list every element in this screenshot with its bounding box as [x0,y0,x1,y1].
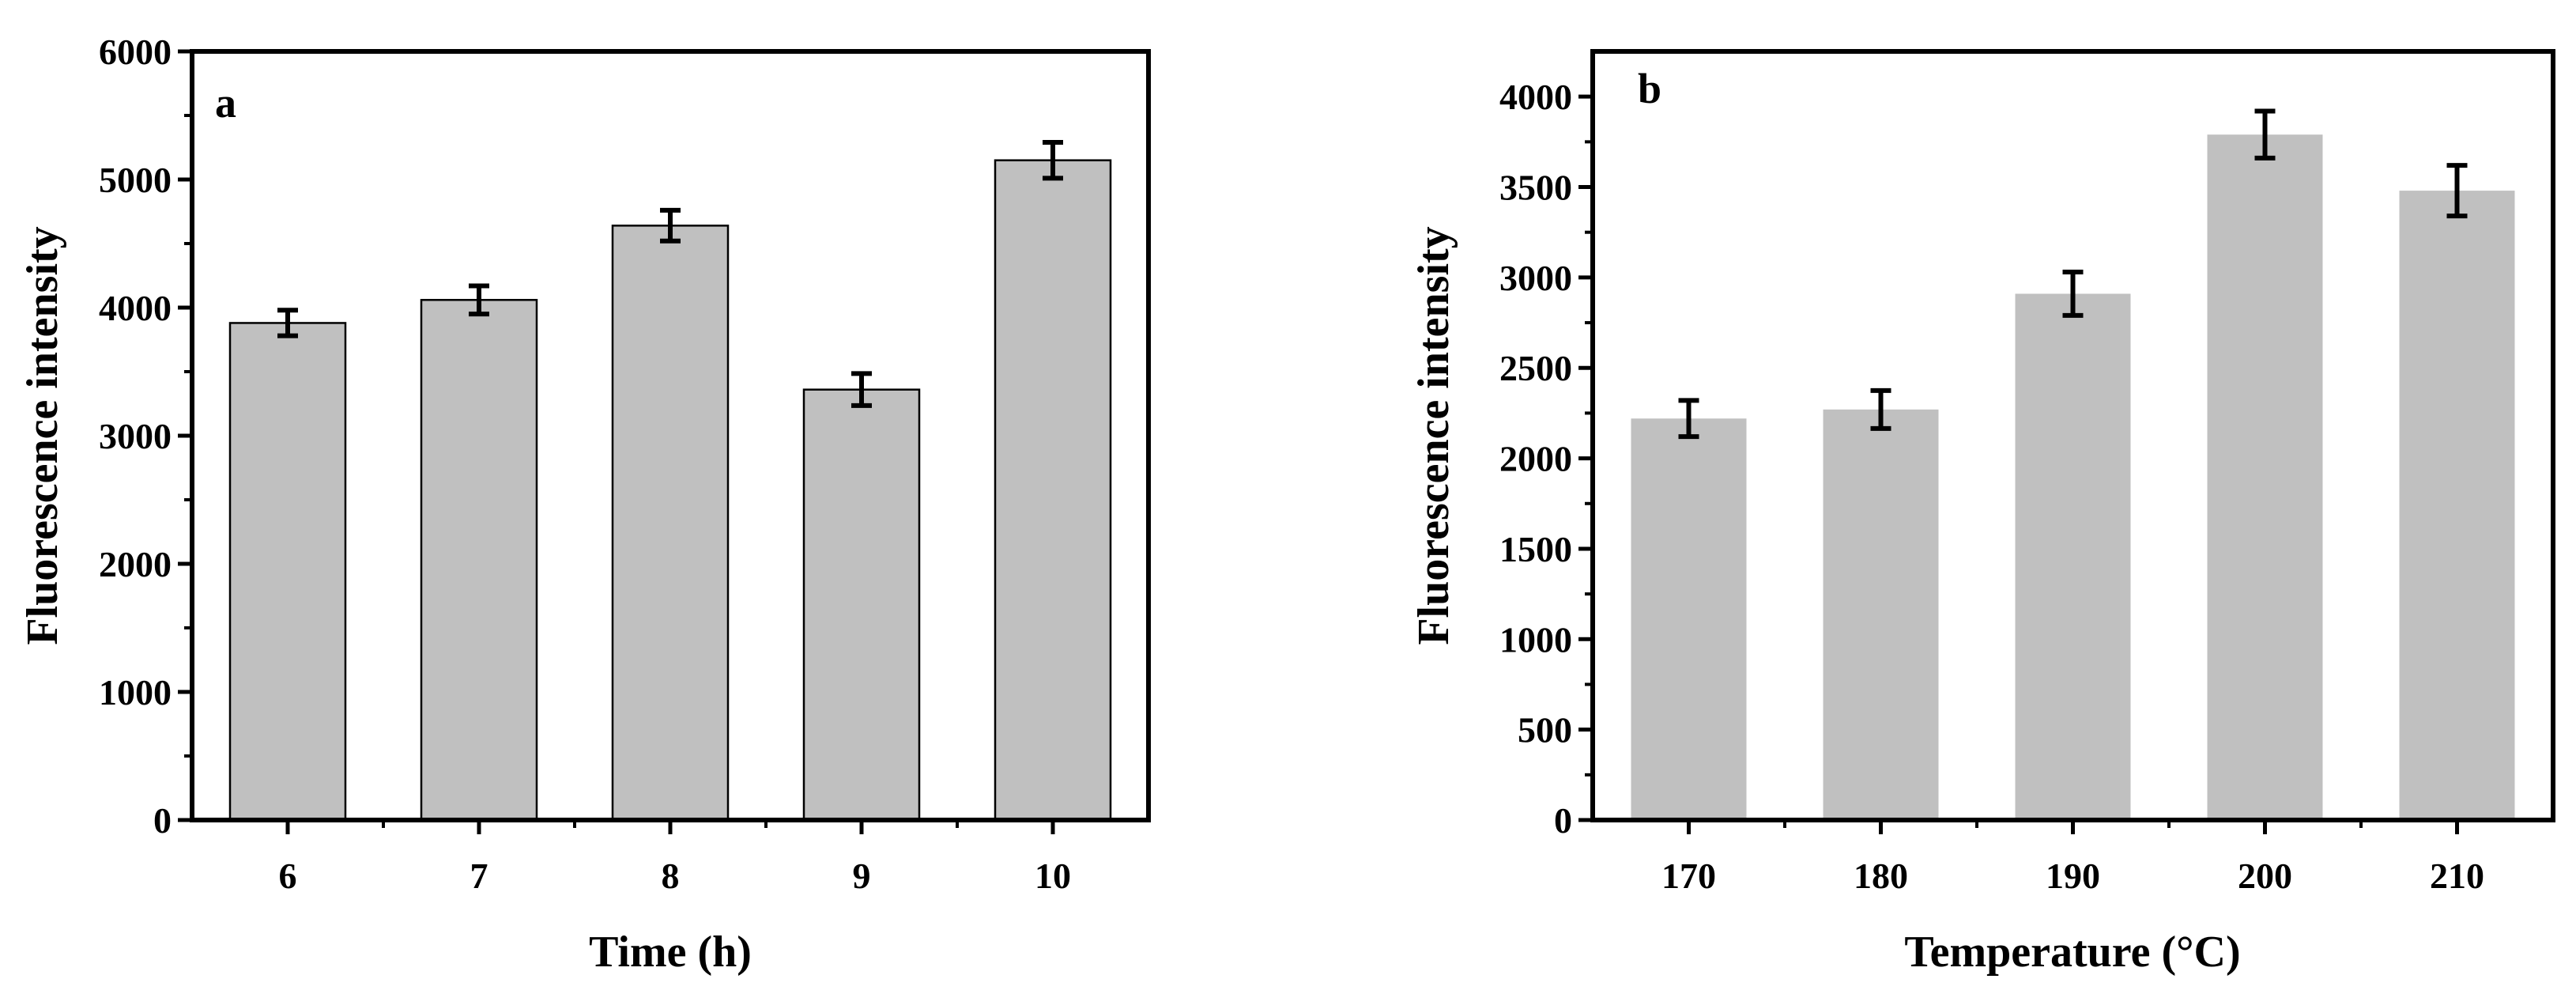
bar-10 [994,159,1112,822]
x-tick-label: 210 [2430,856,2484,896]
y-tick-label: 1000 [99,672,172,712]
panel-label-a: a [215,79,236,127]
x-tick-label: 200 [2238,856,2292,896]
bar-9 [802,388,921,822]
y-tick-label: 4000 [1499,77,1572,117]
x-tick-label: 7 [470,856,488,896]
errorbars-a [277,140,1063,408]
x-ticks-b: 170 180 190 200 210 [1661,820,2484,896]
error-bar-210 [2446,163,2468,219]
y-tick-label: 2000 [99,544,172,584]
y-tick-label: 5000 [99,160,172,200]
x-tick-label: 180 [1854,856,1908,896]
error-bar-8 [660,207,681,244]
error-bar-7 [469,283,489,317]
error-bar-6 [277,308,298,338]
x-tick-label: 9 [853,856,871,896]
x-ticks-a: 6 7 8 9 10 [279,820,1071,896]
y-tick-label: 6000 [99,32,172,72]
y-axis-title-a: Fluorescence intensity [18,226,67,644]
x-tick-label: 8 [662,856,680,896]
x-tick-label: 6 [279,856,297,896]
error-bar-200 [2254,108,2276,161]
bar-8 [611,225,730,822]
error-bar-180 [1870,387,1891,431]
error-bar-190 [2062,270,2084,318]
y-tick-label: 4000 [99,288,172,328]
y-tick-label: 0 [153,800,172,841]
panel-label-b: b [1638,65,1661,112]
y-tick-label: 1000 [1499,619,1572,660]
y-tick-label: 2500 [1499,348,1572,388]
y-axis-title-b: Fluorescence intensity [1409,226,1458,644]
error-bar-10 [1043,140,1063,181]
y-ticks-b: 0 500 1000 1500 2000 2500 3000 3500 4000 [1499,77,1593,841]
y-tick-label: 3000 [99,416,172,456]
x-axis-title-b: Temperature (°C) [1904,928,2240,977]
bar-190 [2015,293,2131,820]
y-tick-label: 3500 [1499,168,1572,208]
bars-b [1631,134,2515,821]
y-tick-label: 2000 [1499,439,1572,479]
bar-200 [2207,134,2323,820]
bar-170 [1631,418,1747,820]
error-bar-9 [851,371,872,408]
chart-panel-a: 0 1000 2000 3000 4000 5000 6000 6 7 8 9 10 a Time … [18,32,1151,977]
bar-6 [228,322,347,822]
y-ticks-a: 0 1000 2000 3000 4000 5000 6000 [99,32,192,841]
bars-a [228,159,1112,822]
y-tick-label: 500 [1518,710,1572,750]
x-tick-label: 10 [1035,856,1071,896]
bar-180 [1823,409,1939,820]
error-bar-170 [1678,398,1699,440]
x-axis-title-a: Time (h) [589,928,752,977]
y-tick-label: 3000 [1499,258,1572,298]
x-tick-label: 170 [1661,856,1716,896]
errorbars-b [1678,108,2468,440]
x-tick-label: 190 [2046,856,2100,896]
bar-210 [2399,191,2515,821]
bar-7 [420,299,538,822]
y-tick-label: 0 [1554,800,1572,841]
y-tick-label: 1500 [1499,529,1572,569]
